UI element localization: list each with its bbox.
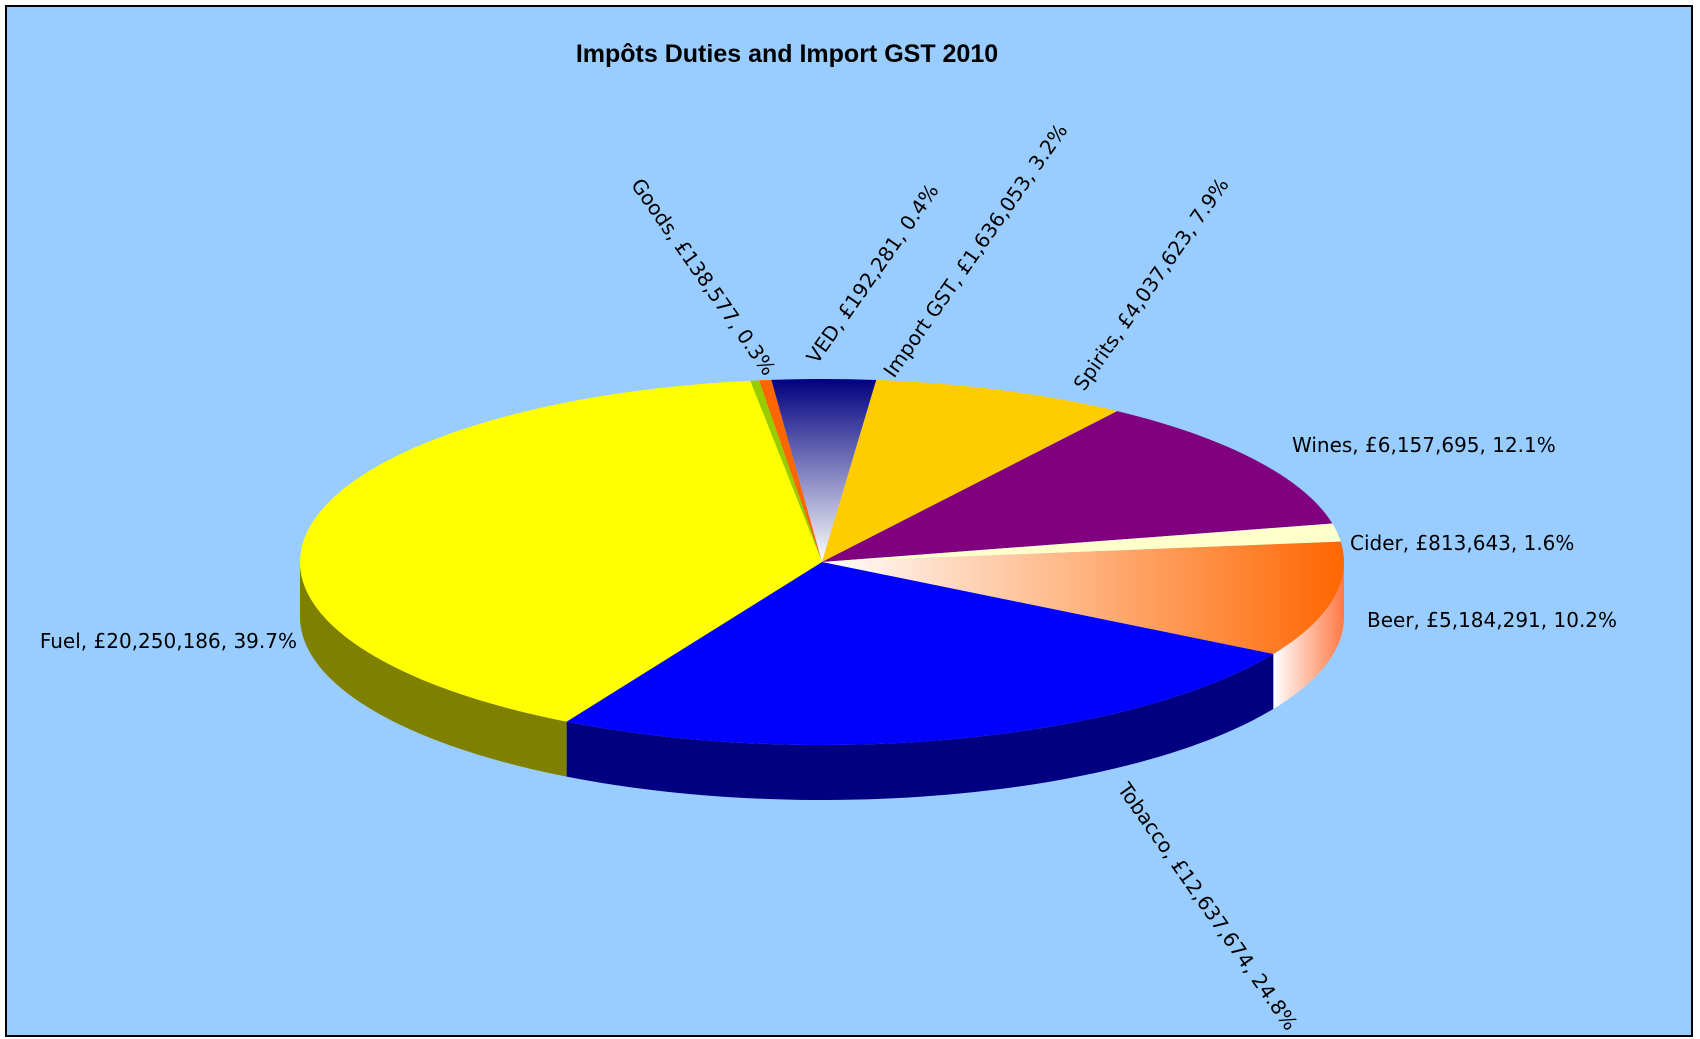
pie-slice-spirits <box>822 379 1118 562</box>
pie-slice-ved <box>759 379 822 562</box>
slice-label-tobacco: Tobacco, £12,637,674, 24.8% <box>1112 777 1302 1034</box>
slice-label-beer: Beer, £5,184,291, 10.2% <box>1367 608 1617 632</box>
slice-label-goods: Goods, £138,577, 0.3% <box>626 174 780 380</box>
slice-label-cider: Cider, £813,643, 1.6% <box>1350 531 1574 555</box>
chart-area: Impôts Duties and Import GST 2010 Goods,… <box>5 5 1693 1037</box>
pie-slice-wines <box>822 411 1333 562</box>
pie-sides <box>300 562 1344 800</box>
slice-label-import-gst: Import GST, £1,636,053, 3.2% <box>878 119 1072 382</box>
pie-tops <box>300 379 1344 745</box>
pie-side-fuel <box>300 562 567 777</box>
chart-title: Impôts Duties and Import GST 2010 <box>576 40 998 68</box>
slice-label-wines: Wines, £6,157,695, 12.1% <box>1292 433 1556 457</box>
pie-slice-fuel <box>300 380 822 722</box>
pie-side-beer <box>1273 562 1344 709</box>
slice-label-fuel: Fuel, £20,250,186, 39.7% <box>40 629 297 653</box>
slice-label-spirits: Spirits, £4,037,623, 7.9% <box>1068 173 1233 395</box>
pie-side-tobacco <box>566 653 1274 800</box>
pie-slice-cider <box>822 523 1341 562</box>
pie-slice-tobacco <box>566 562 1274 745</box>
pie-slice-beer <box>822 541 1344 654</box>
pie-slice-import-gst <box>771 379 877 562</box>
pie-chart: Impôts Duties and Import GST 2010 Goods,… <box>40 40 1617 1035</box>
pie-slice-goods <box>750 380 822 562</box>
